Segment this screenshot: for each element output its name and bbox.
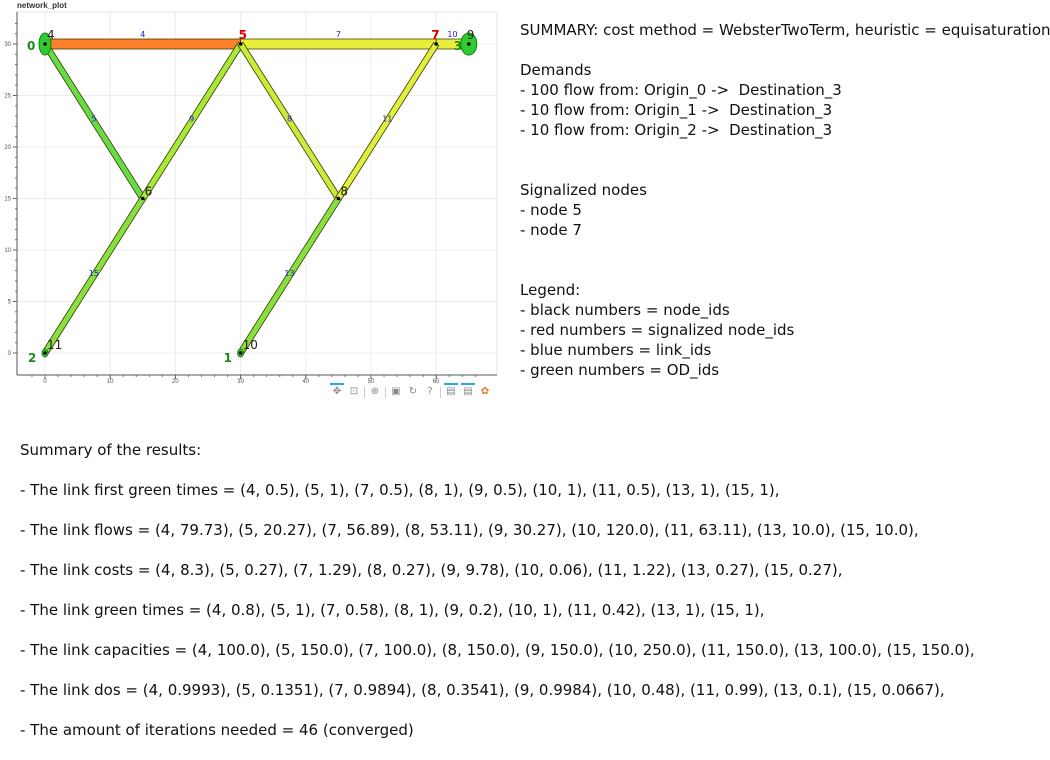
od-id-label: 0 xyxy=(27,39,35,53)
hover-icon[interactable]: ▤ xyxy=(444,383,458,399)
x-tick-label: 10 xyxy=(107,379,114,385)
plot-title: network_plot xyxy=(17,1,67,10)
summary-line xyxy=(520,40,1040,60)
summary-line: - red numbers = signalized node_ids xyxy=(520,321,795,339)
y-tick-label: 30 xyxy=(4,42,11,48)
node-id-label: 6 xyxy=(145,185,153,199)
results-line: - The link capacities = (4, 100.0), (5, … xyxy=(20,641,975,659)
wheel-zoom-icon[interactable]: ⊕ xyxy=(370,386,380,397)
od-id-label: 2 xyxy=(28,351,36,365)
node-id-label: 8 xyxy=(340,185,348,199)
results-line: - The link costs = (4, 8.3), (5, 0.27), … xyxy=(20,561,843,579)
save-icon[interactable]: ▣ xyxy=(391,386,401,397)
summary-line: - black numbers = node_ids xyxy=(520,301,730,319)
summary-line: - node 5 xyxy=(520,201,582,219)
link-id-label: 10 xyxy=(447,30,457,39)
od-id-label: 1 xyxy=(224,351,232,365)
y-tick-label: 0 xyxy=(8,351,12,357)
node-marker[interactable] xyxy=(43,42,47,46)
y-tick-label: 5 xyxy=(8,300,12,306)
pan-icon[interactable]: ✥ xyxy=(330,383,344,399)
summary-line: - 10 flow from: Origin_2 -> Destination_… xyxy=(520,121,833,139)
summary-line: Signalized nodes xyxy=(520,181,647,199)
plot-toolbar: ✥ ⊡ ⊕ ▣ ↻ ? ▤ ▤ ✿ xyxy=(330,383,492,400)
x-tick-label: 20 xyxy=(172,379,179,385)
node-marker[interactable] xyxy=(238,42,243,46)
summary-line: Demands xyxy=(520,61,592,79)
summary-line xyxy=(520,260,1040,280)
hover-icon[interactable]: ▤ xyxy=(461,383,475,399)
summary-line: - green numbers = OD_ids xyxy=(520,361,720,379)
link-id-label: 7 xyxy=(336,30,341,39)
node-id-label: 10 xyxy=(243,338,258,352)
node-marker[interactable] xyxy=(336,196,341,201)
link-id-label: 13 xyxy=(284,269,294,278)
y-tick-label: 15 xyxy=(4,197,11,203)
x-tick-label: 60 xyxy=(433,379,440,385)
summary-line: - 10 flow from: Origin_1 -> Destination_… xyxy=(520,101,833,119)
summary-line: - blue numbers = link_ids xyxy=(520,341,712,359)
link-bar[interactable] xyxy=(240,38,437,50)
results-line: - The link dos = (4, 0.9993), (5, 0.1351… xyxy=(20,681,945,699)
toolbar-divider xyxy=(385,386,386,398)
link-id-label: 15 xyxy=(89,269,99,278)
results-line: - The link green times = (4, 0.8), (5, 1… xyxy=(20,601,765,619)
link-id-label: 11 xyxy=(382,114,392,123)
y-tick-label: 20 xyxy=(4,145,11,151)
results-heading: Summary of the results: xyxy=(20,441,202,459)
results-line: - The link flows = (4, 79.73), (5, 20.27… xyxy=(20,521,919,539)
network-plot: network_plot 0 10 20 30 40 50 60 0 5 10 15 20 25 30 4 7… xyxy=(0,0,505,405)
summary-line xyxy=(520,140,1040,160)
toolbar-divider xyxy=(364,386,365,398)
bokeh-logo[interactable]: ✿ xyxy=(480,386,490,397)
node-marker[interactable] xyxy=(238,351,243,355)
results-panel: Summary of the results: - The link first … xyxy=(20,440,1040,760)
toolbar-divider xyxy=(440,386,441,398)
x-tick-label: 40 xyxy=(302,379,309,385)
summary-line: SUMMARY: cost method = WebsterTwoTerm, h… xyxy=(520,21,1050,39)
node-id-label: 9 xyxy=(467,28,475,42)
summary-line xyxy=(520,240,1040,260)
node-marker[interactable] xyxy=(141,196,145,201)
od-id-label: 3 xyxy=(454,39,462,53)
x-tick-label: 50 xyxy=(368,379,375,385)
link-bar[interactable] xyxy=(44,38,242,50)
summary-line: Legend: xyxy=(520,281,581,299)
x-tick-label: 0 xyxy=(43,379,47,385)
summary-line: - 100 flow from: Origin_0 -> Destination… xyxy=(520,81,842,99)
help-icon[interactable]: ? xyxy=(427,386,433,397)
node-marker[interactable] xyxy=(467,42,471,46)
node-id-label: 5 xyxy=(239,28,247,42)
node-id-label: 4 xyxy=(47,28,55,42)
link-id-label: 8 xyxy=(287,114,292,123)
node-id-label: 11 xyxy=(47,338,62,352)
link-id-label: 9 xyxy=(189,114,194,123)
link-id-label: 5 xyxy=(91,114,96,123)
results-line: - The amount of iterations needed = 46 (… xyxy=(20,721,414,739)
y-tick-label: 10 xyxy=(4,248,11,254)
box-zoom-icon[interactable]: ⊡ xyxy=(349,386,359,397)
summary-line xyxy=(520,160,1040,180)
summary-line: - node 7 xyxy=(520,221,582,239)
node-marker[interactable] xyxy=(434,42,439,46)
link-id-label: 4 xyxy=(140,30,145,39)
summary-panel: SUMMARY: cost method = WebsterTwoTerm, h… xyxy=(520,20,1050,380)
y-tick-label: 25 xyxy=(4,94,11,100)
reset-icon[interactable]: ↻ xyxy=(408,386,418,397)
node-marker[interactable] xyxy=(43,351,47,355)
results-line: - The link first green times = (4, 0.5),… xyxy=(20,481,780,499)
node-id-label: 7 xyxy=(431,28,439,42)
x-tick-label: 30 xyxy=(237,379,244,385)
